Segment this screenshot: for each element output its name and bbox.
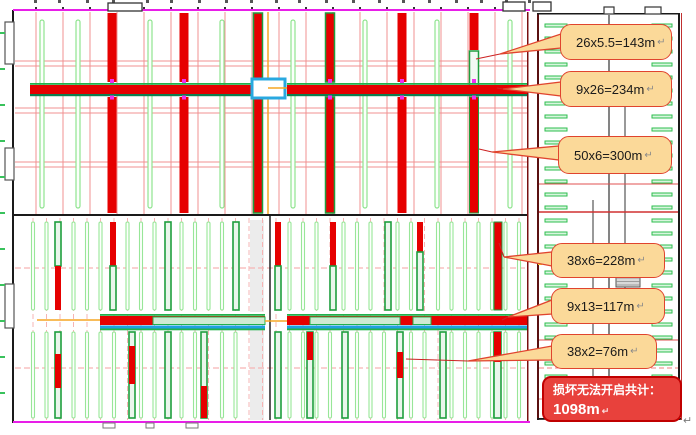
return-mark: ↵ [636, 300, 645, 312]
callout-vent-50x6[interactable]: 50x6=300m ↵ [558, 136, 672, 174]
damage-total-box[interactable]: 损坏无法开启共计： 1098m ↵ [542, 376, 682, 422]
paragraph-mark: ↵ [683, 415, 693, 427]
return-mark: ↵ [601, 405, 610, 416]
callout-vent-38x2[interactable]: 38x2=76m ↵ [551, 334, 657, 369]
top-section [15, 7, 528, 214]
callout-label: 50x6=300m [574, 147, 643, 163]
callout-label: 9x13=117m [567, 298, 635, 314]
return-mark: ↵ [630, 346, 639, 357]
return-mark: ↵ [644, 149, 653, 161]
callout-vent-9x26[interactable]: 9x26=234m ↵ [560, 71, 672, 107]
return-mark: ↵ [637, 255, 646, 266]
bottom-section [15, 216, 528, 420]
damage-total-label: 损坏无法开启共计： [553, 383, 662, 397]
main-borders [0, 1, 552, 429]
callout-label: 26x5.5=143m [576, 34, 656, 50]
callout-label: 38x6=228m [567, 253, 636, 268]
callout-label: 38x2=76m [567, 344, 629, 359]
damage-total-value: 1098m [553, 400, 600, 418]
return-mark: ↵ [646, 83, 655, 95]
callout-vent-9x13[interactable]: 9x13=117m ↵ [551, 288, 665, 324]
callout-label: 9x26=234m [576, 81, 645, 97]
return-mark: ↵ [657, 36, 666, 48]
callout-vent-26x5-5[interactable]: 26x5.5=143m ↵ [560, 24, 672, 60]
callout-vent-38x6[interactable]: 38x6=228m ↵ [551, 243, 665, 278]
